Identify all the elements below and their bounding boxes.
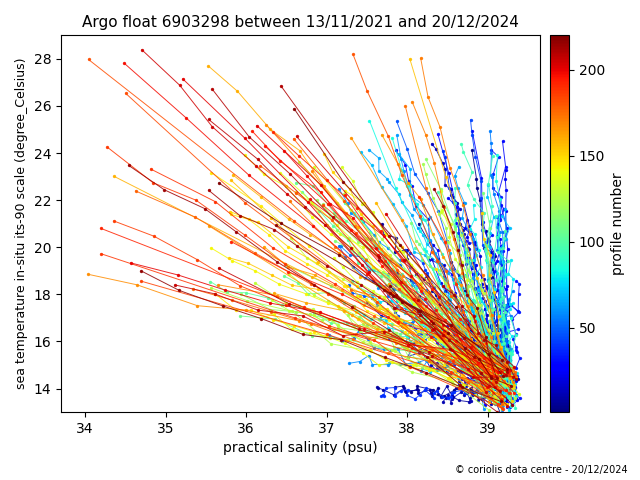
Y-axis label: sea temperature in-situ its-90 scale (degree_Celsius): sea temperature in-situ its-90 scale (de… (15, 58, 28, 389)
Title: Argo float 6903298 between 13/11/2021 and 20/12/2024: Argo float 6903298 between 13/11/2021 an… (82, 15, 519, 30)
Y-axis label: profile number: profile number (611, 172, 625, 275)
Text: © coriolis data centre - 20/12/2024: © coriolis data centre - 20/12/2024 (454, 465, 627, 475)
X-axis label: practical salinity (psu): practical salinity (psu) (223, 442, 378, 456)
